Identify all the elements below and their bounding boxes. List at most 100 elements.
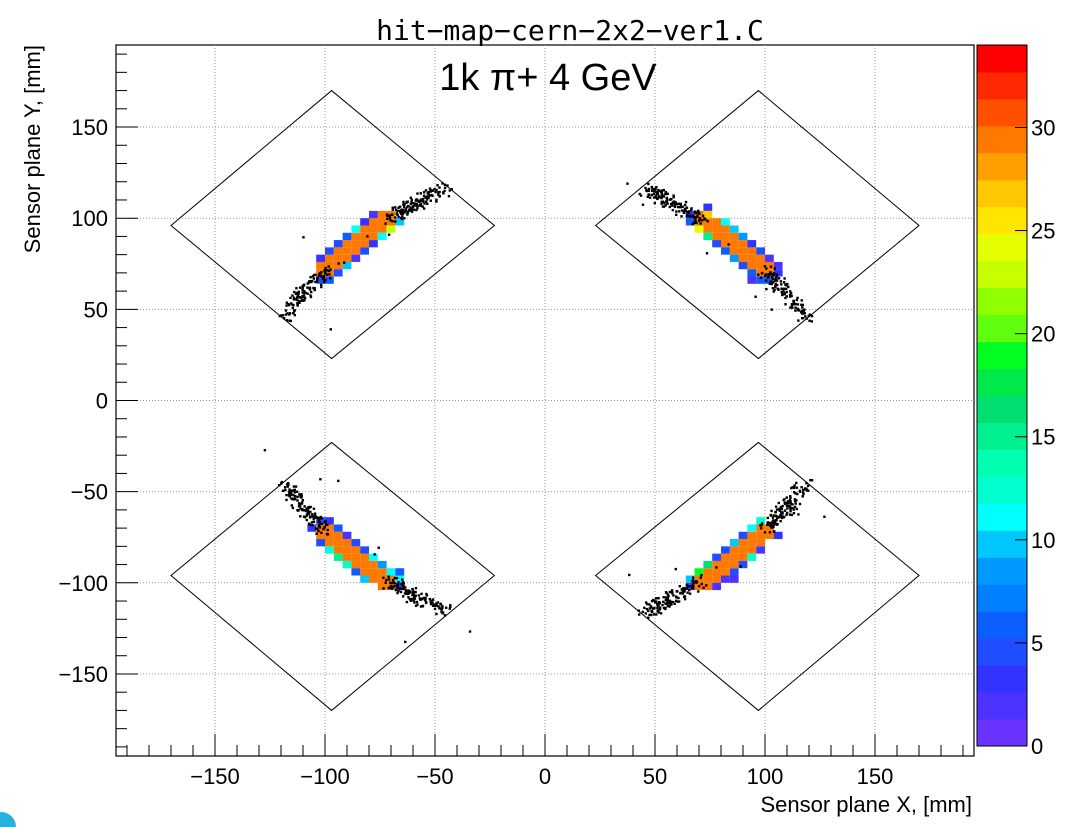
hit-dot-bottom-left bbox=[414, 590, 417, 594]
hit-dot-top-right bbox=[808, 319, 811, 322]
hit-dot-top-right bbox=[791, 306, 794, 310]
hit-cell-top-left bbox=[333, 269, 343, 277]
palette-cell bbox=[977, 476, 1027, 504]
hit-cell-bottom-left bbox=[377, 568, 387, 576]
hit-dot-top-left bbox=[396, 209, 399, 213]
hit-dot-top-left bbox=[310, 280, 313, 284]
hit-dot-bottom-left bbox=[400, 583, 403, 586]
hit-dot-top-left bbox=[426, 198, 429, 201]
hit-dot-bottom-right bbox=[700, 573, 703, 577]
hit-dot-bottom-right bbox=[776, 522, 779, 526]
hit-cell-bottom-right bbox=[712, 560, 721, 569]
hit-cell-bottom-left bbox=[369, 553, 378, 561]
hit-dot-bottom-left bbox=[403, 592, 407, 595]
hit-dot-top-right bbox=[803, 308, 806, 311]
hit-dot-bottom-right bbox=[771, 516, 775, 519]
hit-dot-bottom-right bbox=[787, 501, 790, 505]
hit-dot-top-left bbox=[428, 194, 431, 197]
hit-dot-top-left bbox=[307, 281, 310, 284]
hit-dot-top-left bbox=[430, 193, 433, 197]
hit-dot-bottom-right bbox=[795, 481, 798, 485]
hit-dot-top-left bbox=[427, 194, 430, 198]
hit-dot-top-left bbox=[401, 212, 405, 215]
hit-dot-bottom-left bbox=[298, 493, 301, 496]
hit-dot-top-left bbox=[302, 295, 305, 299]
hit-dot-top-right bbox=[679, 204, 683, 207]
y-tick-label: −50 bbox=[71, 480, 108, 505]
hit-dot-top-left bbox=[389, 219, 392, 222]
hit-dot-top-right bbox=[780, 287, 783, 290]
hit-dot-bottom-left bbox=[320, 522, 323, 526]
hit-dot-top-right bbox=[769, 265, 773, 268]
hit-cell-bottom-left bbox=[395, 582, 405, 591]
hit-dot-top-left bbox=[287, 303, 291, 307]
x-tick-label: 50 bbox=[643, 764, 667, 789]
hit-dot-bottom-left bbox=[439, 607, 443, 611]
hit-dot-top-right bbox=[790, 304, 794, 307]
hit-cell-bottom-right bbox=[738, 553, 748, 561]
hit-dot-top-right bbox=[679, 206, 682, 209]
hit-dot-bottom-right bbox=[697, 590, 700, 593]
hit-cell-bottom-left bbox=[333, 539, 343, 547]
hit-dot-bottom-right bbox=[785, 496, 788, 499]
y-tick-label: −100 bbox=[58, 571, 108, 596]
hit-dot-bottom-left bbox=[318, 526, 322, 529]
hit-dot-bottom-right bbox=[659, 612, 663, 615]
hit-dot-bottom-right bbox=[691, 587, 694, 590]
hit-dot-bottom-left bbox=[392, 585, 395, 589]
hit-dot-bottom-right bbox=[648, 607, 652, 610]
hit-dot-top-left bbox=[421, 205, 424, 208]
hit-dot-top-left bbox=[419, 198, 422, 201]
hit-dot-bottom-left bbox=[401, 580, 405, 584]
hit-dot-top-right bbox=[705, 252, 709, 255]
hit-dot-bottom-right bbox=[715, 566, 718, 569]
hit-dot-bottom-left bbox=[468, 630, 472, 633]
hit-dot-top-left bbox=[288, 312, 292, 315]
hit-dot-bottom-right bbox=[637, 613, 641, 616]
hit-dot-top-right bbox=[801, 312, 804, 315]
hit-dot-bottom-right bbox=[798, 489, 801, 493]
hit-dot-bottom-right bbox=[661, 603, 664, 607]
hit-dot-top-right bbox=[693, 211, 697, 214]
hit-dot-bottom-left bbox=[310, 521, 314, 524]
hit-dot-top-right bbox=[776, 287, 780, 291]
hit-dot-bottom-left bbox=[445, 606, 448, 609]
hit-dot-top-left bbox=[422, 194, 426, 197]
hit-dot-top-right bbox=[760, 271, 764, 275]
hit-cell-bottom-right bbox=[703, 575, 713, 583]
hit-dot-bottom-right bbox=[668, 590, 672, 594]
hit-dot-top-left bbox=[301, 288, 304, 292]
hit-dot-bottom-right bbox=[653, 606, 656, 610]
hit-dot-top-left bbox=[406, 213, 409, 216]
hit-dot-top-left bbox=[292, 298, 296, 301]
hit-dot-top-left bbox=[422, 207, 426, 210]
x-tick-label: 100 bbox=[747, 764, 784, 789]
hit-dot-top-right bbox=[727, 243, 730, 246]
hit-dot-bottom-right bbox=[651, 610, 654, 614]
palette-cell bbox=[977, 449, 1027, 477]
hit-cell-bottom-right bbox=[729, 568, 739, 576]
hit-cell-bottom-right bbox=[712, 553, 721, 561]
hit-cell-bottom-right bbox=[756, 539, 765, 547]
hit-dot-bottom-right bbox=[678, 584, 681, 588]
hit-dot-top-left bbox=[447, 195, 451, 198]
hit-dot-bottom-left bbox=[312, 517, 315, 521]
hit-dot-bottom-left bbox=[443, 614, 447, 617]
hit-dot-top-left bbox=[422, 199, 425, 203]
hit-dot-bottom-right bbox=[805, 489, 809, 492]
hit-dot-bottom-left bbox=[422, 597, 425, 600]
hit-cell-top-left bbox=[316, 276, 325, 284]
hit-dot-top-right bbox=[650, 185, 654, 189]
hit-dot-bottom-right bbox=[691, 576, 695, 579]
hit-cell-top-left bbox=[333, 240, 343, 248]
hit-dot-top-right bbox=[670, 204, 674, 207]
y-tick-labels: −150 −100 −50 0 50 100 150 bbox=[58, 115, 108, 687]
hit-dot-bottom-right bbox=[802, 492, 805, 496]
hit-cell-top-left bbox=[369, 218, 378, 226]
hit-dot-top-left bbox=[395, 212, 399, 215]
hit-dot-top-left bbox=[394, 220, 397, 223]
hit-dot-bottom-right bbox=[782, 515, 786, 519]
hit-dot-bottom-left bbox=[319, 478, 322, 481]
hit-cell-top-left bbox=[377, 232, 387, 241]
hit-cell-top-left bbox=[342, 247, 352, 255]
